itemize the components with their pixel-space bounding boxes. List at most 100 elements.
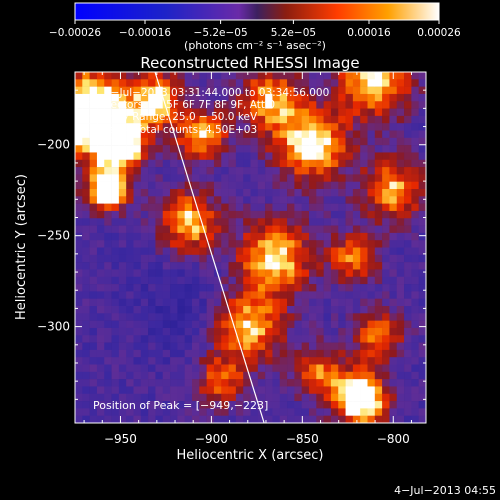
heatmap-cell	[126, 79, 134, 87]
heatmap-cell	[96, 379, 105, 387]
heatmap-cell	[213, 335, 222, 343]
heatmap-cell	[257, 72, 266, 80]
heatmap-cell	[418, 72, 426, 80]
heatmap-cell	[118, 320, 127, 329]
heatmap-cell	[418, 203, 426, 212]
heatmap-cell	[192, 320, 200, 329]
heatmap-cell	[162, 371, 171, 380]
heatmap-cell	[104, 123, 112, 131]
heatmap-cell	[235, 79, 244, 87]
heatmap-cell	[345, 145, 354, 153]
heatmap-cell	[404, 415, 412, 423]
heatmap-cell	[279, 408, 288, 416]
heatmap-cell	[411, 159, 419, 168]
heatmap-cell	[382, 342, 390, 351]
heatmap-cell	[118, 254, 127, 263]
heatmap-cell	[126, 130, 134, 139]
heatmap-cell	[111, 189, 120, 197]
heatmap-cell	[389, 86, 398, 95]
heatmap-cell	[257, 364, 266, 373]
heatmap-cell	[133, 313, 142, 321]
colorbar-tick-label: 0.00026	[417, 27, 461, 39]
heatmap-cell	[184, 371, 193, 380]
heatmap-cell	[170, 167, 178, 175]
heatmap-cell	[265, 86, 273, 95]
heatmap-cell	[89, 393, 98, 402]
heatmap-cell	[199, 167, 207, 175]
heatmap-cell	[316, 393, 324, 402]
heatmap-cell	[272, 130, 281, 139]
heatmap-cell	[367, 408, 376, 416]
heatmap-cell	[272, 291, 281, 299]
heatmap-cell	[338, 364, 346, 373]
heatmap-cell	[184, 137, 193, 146]
heatmap-cell	[104, 240, 112, 248]
heatmap-cell	[75, 408, 83, 416]
heatmap-cell	[250, 218, 259, 226]
heatmap-cell	[170, 320, 178, 329]
heatmap-cell	[235, 269, 244, 278]
heatmap-cell	[162, 225, 171, 234]
heatmap-cell	[257, 189, 266, 197]
heatmap-cell	[192, 203, 200, 212]
heatmap-cell	[199, 269, 207, 278]
heatmap-cell	[162, 386, 171, 395]
heatmap-cell	[243, 108, 251, 117]
heatmap-cell	[111, 379, 120, 387]
heatmap-cell	[411, 291, 419, 299]
x-axis-ticks: −950 −900 −850 −800	[83, 72, 412, 446]
heatmap-cell	[250, 291, 259, 299]
heatmap-cell	[360, 313, 368, 321]
heatmap-cell	[192, 386, 200, 395]
heatmap-cell	[75, 254, 83, 263]
heatmap-cell	[309, 137, 317, 146]
heatmap-cell	[287, 269, 295, 278]
heatmap-cell	[389, 218, 398, 226]
heatmap-cell	[360, 335, 368, 343]
heatmap-cell	[184, 196, 193, 204]
heatmap-cell	[235, 225, 244, 234]
heatmap-cell	[367, 401, 376, 409]
heatmap-cell	[177, 379, 185, 387]
heatmap-cell	[140, 130, 149, 139]
heatmap-cell	[155, 254, 164, 263]
heatmap-cell	[140, 320, 149, 329]
heatmap-cell	[279, 152, 288, 161]
heatmap-cell	[316, 115, 324, 124]
heatmap-cell	[418, 115, 426, 124]
heatmap-cell	[338, 189, 346, 197]
heatmap-cell	[82, 181, 90, 190]
heatmap-cell	[104, 371, 112, 380]
heatmap-cell	[75, 284, 83, 292]
heatmap-cell	[265, 364, 273, 373]
heatmap-cell	[330, 408, 339, 416]
heatmap-cell	[287, 386, 295, 395]
heatmap-cell	[111, 225, 120, 234]
heatmap-cell	[126, 240, 134, 248]
heatmap-cell	[411, 145, 419, 153]
heatmap-cell	[192, 342, 200, 351]
heatmap-cell	[177, 72, 185, 80]
heatmap-cell	[301, 276, 310, 285]
heatmap-cell	[126, 335, 134, 343]
heatmap-cell	[199, 349, 207, 358]
heatmap-cell	[148, 145, 156, 153]
heatmap-cell	[279, 181, 288, 190]
heatmap-cell	[374, 408, 383, 416]
heatmap-cell	[418, 313, 426, 321]
heatmap-cell	[265, 240, 273, 248]
heatmap-cell	[82, 306, 90, 314]
heatmap-cell	[162, 196, 171, 204]
heatmap-cell	[118, 342, 127, 351]
heatmap-cell	[228, 232, 237, 241]
heatmap-cell	[294, 393, 302, 402]
heatmap-cell	[294, 306, 302, 314]
heatmap-cell	[140, 342, 149, 351]
heatmap-cell	[118, 225, 127, 234]
heatmap-cell	[323, 393, 332, 402]
heatmap-cell	[411, 408, 419, 416]
heatmap-cell	[411, 327, 419, 336]
heatmap-cell	[367, 276, 376, 285]
heatmap-cell	[126, 115, 134, 124]
heatmap-cell	[192, 196, 200, 204]
